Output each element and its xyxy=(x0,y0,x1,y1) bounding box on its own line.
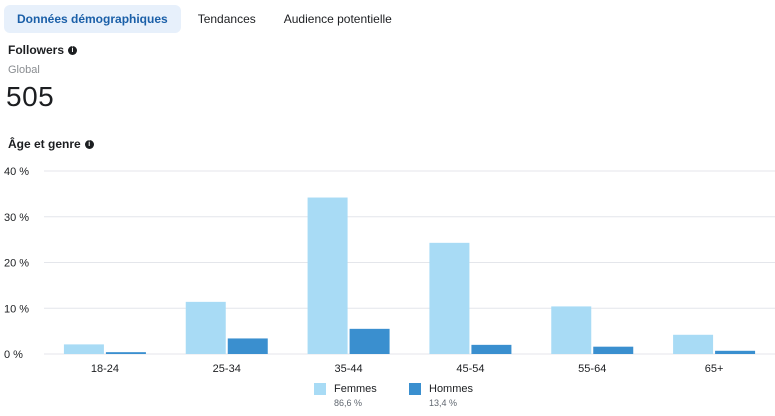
legend-item-femmes: Femmes 86,6 % xyxy=(314,383,377,408)
x-tick-label: 45-54 xyxy=(456,363,484,375)
tab-trends[interactable]: Tendances xyxy=(197,12,256,26)
tab-bar: Données démographiques Tendances Audienc… xyxy=(4,5,403,33)
y-tick-label: 10 % xyxy=(4,303,29,315)
legend-share-hommes: 13,4 % xyxy=(429,398,458,408)
legend-swatch-hommes xyxy=(409,383,421,395)
age-gender-bar-chart: 0 % 10 % 20 % 30 % 40 % 18-24 25-34 35-44 45-54 5… xyxy=(4,166,775,375)
y-tick-label: 0 % xyxy=(4,349,23,361)
x-tick-label: 25-34 xyxy=(213,363,241,375)
bar-hommes-45-54 xyxy=(471,344,512,354)
bar-femmes-45-54 xyxy=(429,242,470,354)
followers-scope: Global xyxy=(8,64,40,76)
y-tick-label: 30 % xyxy=(4,212,29,224)
bar-femmes-65+ xyxy=(673,334,714,354)
chart-legend: Femmes 86,6 % Hommes 13,4 % xyxy=(0,383,775,416)
followers-heading: Followers i xyxy=(8,43,78,57)
legend-share-femmes: 86,6 % xyxy=(334,398,363,408)
followers-count: 505 xyxy=(6,81,55,112)
followers-title: Followers xyxy=(8,43,65,57)
y-tick-label: 40 % xyxy=(4,166,29,178)
bar-hommes-65+ xyxy=(715,350,756,354)
x-tick-label: 65+ xyxy=(705,363,724,375)
bar-hommes-18-24 xyxy=(105,352,146,354)
legend-label-hommes: Hommes xyxy=(429,383,474,395)
x-tick-label: 35-44 xyxy=(335,363,363,375)
bar-femmes-55-64 xyxy=(551,306,592,354)
age-gender-title: Âge et genre xyxy=(8,137,81,151)
age-gender-heading: Âge et genre i xyxy=(8,137,94,151)
tab-potential-audience[interactable]: Audience potentielle xyxy=(283,12,392,26)
bar-hommes-55-64 xyxy=(593,346,634,354)
legend-label-femmes: Femmes xyxy=(334,383,377,395)
legend-item-hommes: Hommes 13,4 % xyxy=(409,383,473,408)
bar-femmes-35-44 xyxy=(307,197,348,354)
bar-hommes-25-34 xyxy=(227,338,268,354)
bar-femmes-18-24 xyxy=(63,344,104,354)
y-tick-label: 20 % xyxy=(4,258,29,270)
info-icon[interactable]: i xyxy=(68,45,78,55)
legend-swatch-femmes xyxy=(314,383,326,395)
bar-femmes-25-34 xyxy=(185,301,226,354)
tab-demographics[interactable]: Données démographiques xyxy=(4,5,181,33)
bar-hommes-35-44 xyxy=(349,328,390,354)
info-icon[interactable]: i xyxy=(84,139,94,149)
x-tick-label: 18-24 xyxy=(91,363,119,375)
x-tick-label: 55-64 xyxy=(578,363,606,375)
